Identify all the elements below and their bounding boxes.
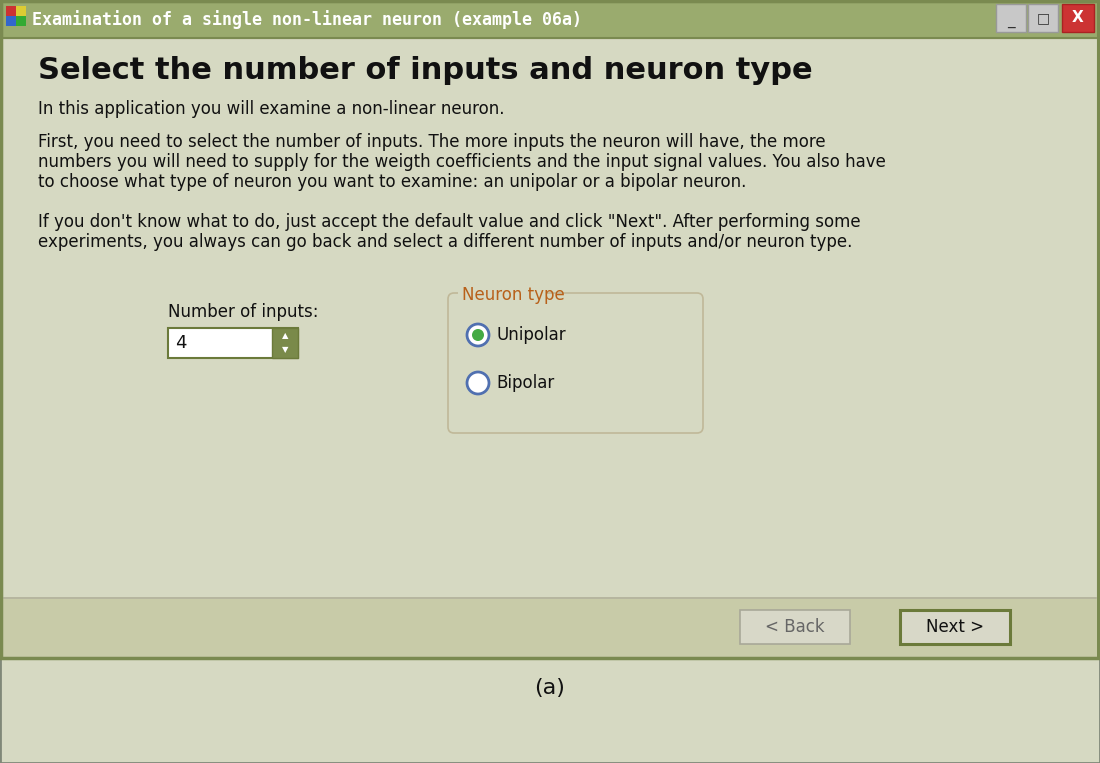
FancyBboxPatch shape [1062,4,1094,32]
Text: to choose what type of neuron you want to examine: an unipolar or a bipolar neur: to choose what type of neuron you want t… [39,173,747,191]
Text: X: X [1072,11,1084,25]
FancyBboxPatch shape [168,328,298,358]
Text: < Back: < Back [766,618,825,636]
Text: Examination of a single non-linear neuron (example 06a): Examination of a single non-linear neuro… [32,11,582,30]
Text: □: □ [1036,11,1049,25]
Circle shape [472,329,484,341]
FancyBboxPatch shape [2,2,1098,38]
FancyBboxPatch shape [2,38,1098,658]
Text: If you don't know what to do, just accept the default value and click "Next". Af: If you don't know what to do, just accep… [39,213,860,231]
FancyBboxPatch shape [16,6,26,16]
FancyBboxPatch shape [448,293,703,433]
Text: Neuron type: Neuron type [462,286,564,304]
Text: Select the number of inputs and neuron type: Select the number of inputs and neuron t… [39,56,813,85]
Text: In this application you will examine a non-linear neuron.: In this application you will examine a n… [39,100,505,118]
Text: Next >: Next > [926,618,984,636]
Text: Number of inputs:: Number of inputs: [168,303,319,321]
Text: Unipolar: Unipolar [496,326,565,344]
FancyBboxPatch shape [6,16,16,26]
FancyBboxPatch shape [16,16,26,26]
FancyBboxPatch shape [740,610,850,644]
FancyBboxPatch shape [3,599,1097,657]
Text: numbers you will need to supply for the weigth coefficients and the input signal: numbers you will need to supply for the … [39,153,886,171]
Text: ▲: ▲ [282,331,288,340]
FancyBboxPatch shape [996,4,1026,32]
Text: (a): (a) [535,678,565,698]
FancyBboxPatch shape [900,610,1010,644]
Circle shape [468,324,490,346]
Text: ▼: ▼ [282,346,288,355]
FancyBboxPatch shape [272,328,298,358]
FancyBboxPatch shape [6,6,16,16]
Text: 4: 4 [175,334,187,352]
Text: First, you need to select the number of inputs. The more inputs the neuron will : First, you need to select the number of … [39,133,826,151]
Text: experiments, you always can go back and select a different number of inputs and/: experiments, you always can go back and … [39,233,852,251]
Text: Bipolar: Bipolar [496,374,554,392]
FancyBboxPatch shape [1028,4,1058,32]
FancyBboxPatch shape [458,292,546,296]
Text: _: _ [1008,12,1015,27]
Circle shape [468,372,490,394]
